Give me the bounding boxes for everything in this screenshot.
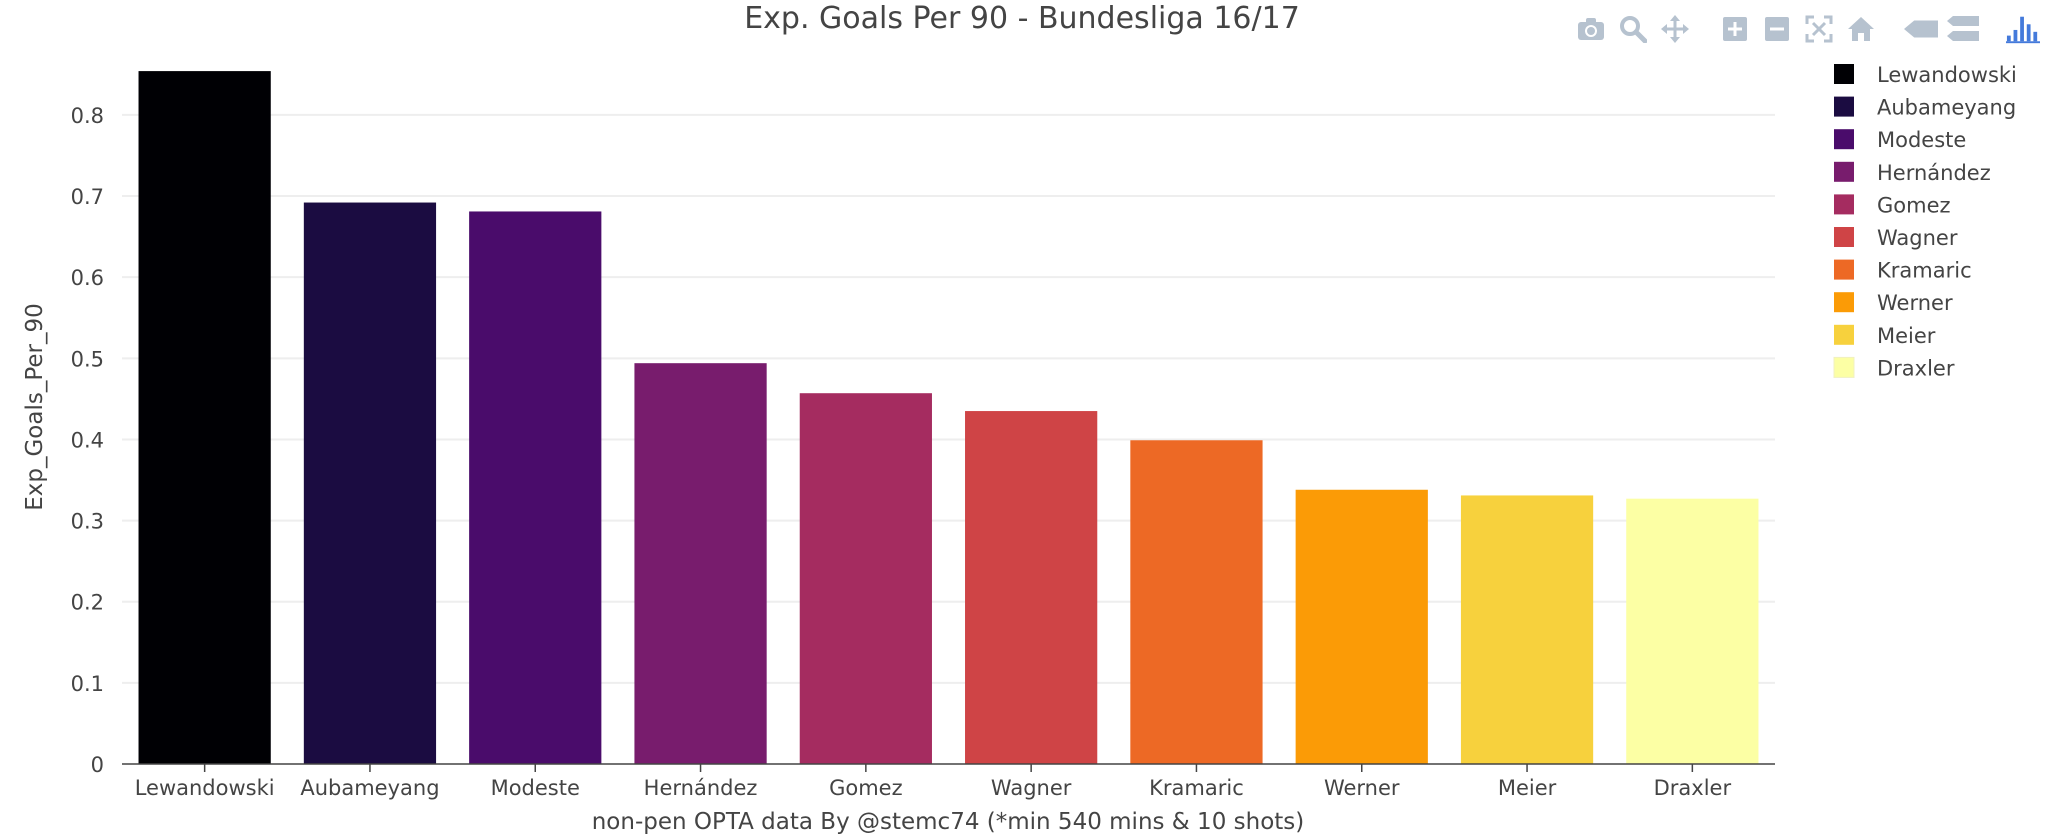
legend-swatch <box>1833 356 1855 378</box>
legend-swatch <box>1834 64 1854 84</box>
plotly-logo-icon[interactable] <box>2006 12 2040 46</box>
legend-swatch <box>1834 324 1854 345</box>
legend-label: Werner <box>1877 291 1953 315</box>
x-axis-title: non-pen OPTA data By @stemc74 (*min 540 … <box>592 809 1305 835</box>
x-tick-label: Draxler <box>1654 776 1732 800</box>
legend-swatch <box>1834 259 1854 280</box>
legend-item[interactable]: Hernández <box>1834 161 1991 185</box>
bars <box>138 71 1759 764</box>
bar[interactable] <box>799 393 932 764</box>
hover-closest-icon[interactable] <box>1904 12 1938 46</box>
zoom-out-icon[interactable] <box>1760 12 1794 46</box>
pan-icon[interactable] <box>1658 12 1692 46</box>
reset-axes-icon[interactable] <box>1844 12 1878 46</box>
y-tick-label: 0.5 <box>71 347 104 371</box>
y-tick-label: 0.1 <box>71 672 104 696</box>
y-tick-label: 0.6 <box>71 266 104 290</box>
x-tick-label: Modeste <box>491 776 580 800</box>
bar[interactable] <box>303 202 437 764</box>
modebar <box>1574 12 2040 46</box>
legend-item[interactable]: Lewandowski <box>1834 63 2017 87</box>
y-tick-label: 0.8 <box>71 104 104 128</box>
legend-swatch <box>1834 96 1854 117</box>
legend-label: Wagner <box>1877 226 1958 250</box>
legend-swatch <box>1834 194 1854 215</box>
bar[interactable] <box>634 363 767 764</box>
y-axis-title: Exp_Goals_Per_90 <box>22 303 48 511</box>
autoscale-icon[interactable] <box>1802 12 1836 46</box>
legend[interactable]: Lewandowski Aubameyang Modeste Hernández Gom… <box>1833 63 2017 380</box>
legend-label: Lewandowski <box>1877 63 2017 87</box>
legend-item[interactable]: Wagner <box>1834 226 1958 250</box>
x-tick-label: Lewandowski <box>135 776 275 800</box>
legend-label: Hernández <box>1877 161 1991 185</box>
y-tick-label: 0.7 <box>71 185 104 209</box>
legend-item[interactable]: Werner <box>1834 291 1953 315</box>
legend-label: Modeste <box>1877 128 1966 152</box>
legend-item[interactable]: Gomez <box>1834 193 1951 217</box>
bar[interactable] <box>469 211 602 764</box>
camera-icon[interactable] <box>1574 12 1608 46</box>
legend-item[interactable]: Kramaric <box>1834 259 1972 283</box>
y-tick-label: 0 <box>91 753 104 777</box>
zoom-icon[interactable] <box>1616 12 1650 46</box>
legend-swatch <box>1834 292 1854 313</box>
bar[interactable] <box>1626 498 1759 764</box>
legend-label: Kramaric <box>1877 259 1972 283</box>
legend-swatch <box>1834 129 1854 150</box>
bar[interactable] <box>965 411 1098 764</box>
x-tick-label: Werner <box>1324 776 1400 800</box>
legend-swatch <box>1834 161 1854 182</box>
x-tick-label: Meier <box>1498 776 1557 800</box>
x-tick-label: Wagner <box>991 776 1072 800</box>
bar[interactable] <box>1130 440 1263 764</box>
y-tick-labels: 0 0.1 0.2 0.3 0.4 0.5 0.6 0.7 0.8 <box>71 104 104 777</box>
hover-compare-icon[interactable] <box>1946 12 1980 46</box>
zoom-in-icon[interactable] <box>1718 12 1752 46</box>
legend-label: Aubameyang <box>1877 96 2016 120</box>
legend-label: Meier <box>1877 324 1936 348</box>
legend-item[interactable]: Aubameyang <box>1834 96 2016 120</box>
legend-item[interactable]: Draxler <box>1833 356 1955 380</box>
chart-title: Exp. Goals Per 90 - Bundesliga 16/17 <box>744 1 1300 36</box>
legend-item[interactable]: Modeste <box>1834 128 1966 152</box>
x-tick-label: Kramaric <box>1149 776 1244 800</box>
x-tick-label: Aubameyang <box>300 776 439 800</box>
legend-label: Gomez <box>1877 193 1951 217</box>
legend-item[interactable]: Meier <box>1834 324 1936 348</box>
bar[interactable] <box>1460 495 1594 764</box>
bar[interactable] <box>138 71 271 764</box>
x-tick-label: Gomez <box>829 776 903 800</box>
y-tick-label: 0.3 <box>71 510 104 534</box>
bar[interactable] <box>1295 489 1428 764</box>
legend-label: Draxler <box>1877 356 1955 380</box>
y-tick-label: 0.4 <box>71 428 104 452</box>
x-tick-labels: Lewandowski Aubameyang Modeste Hernández Gom… <box>135 764 1732 800</box>
legend-swatch <box>1834 227 1854 247</box>
x-tick-label: Hernández <box>644 776 758 800</box>
y-tick-label: 0.2 <box>71 591 104 615</box>
